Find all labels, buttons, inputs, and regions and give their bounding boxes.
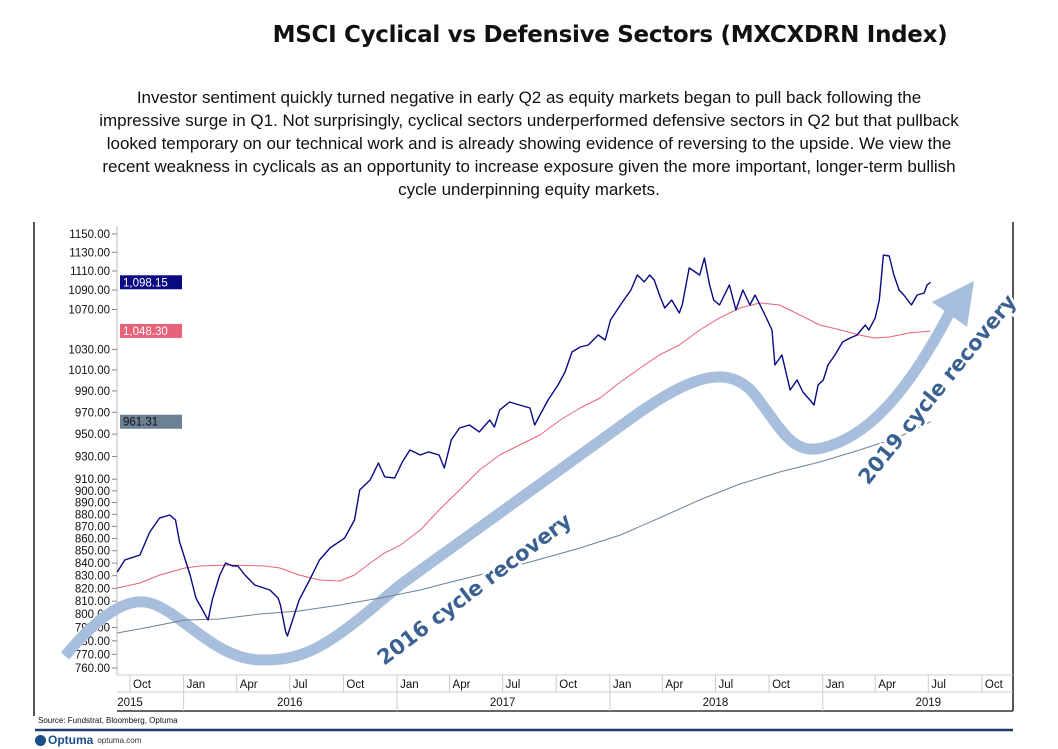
y-tick-label: 760.00	[75, 663, 110, 675]
x-month-label: Oct	[133, 679, 152, 691]
x-month-label: Oct	[985, 679, 1004, 691]
x-year-label: 2016	[277, 697, 303, 709]
optuma-logo-icon	[35, 734, 46, 746]
optuma-logo: Optuma optuma.com	[35, 733, 146, 747]
y-tick-label: 860.00	[75, 533, 110, 545]
series-line-ma_fast	[117, 302, 931, 589]
y-tick-label: 1090.00	[68, 285, 110, 297]
y-tick-label: 930.00	[75, 451, 110, 463]
last-value-badge-ma_fast	[120, 323, 182, 338]
y-tick-label: 1030.00	[68, 344, 110, 356]
series-line-ma_slow	[117, 421, 931, 634]
y-tick-label: 1010.00	[68, 365, 110, 377]
commentary-line: impressive surge in Q1. Not surprisingly…	[99, 111, 959, 130]
last-value-badge-price	[120, 275, 182, 290]
x-month-label: Jan	[400, 679, 419, 691]
y-tick-label: 870.00	[75, 521, 110, 533]
cycle-curve-path	[60, 309, 955, 666]
x-month-label: Apr	[878, 679, 896, 691]
y-tick-label: 900.00	[75, 486, 110, 498]
x-month-label: Oct	[559, 679, 578, 691]
last-value-label-ma_slow: 961.31	[123, 417, 158, 429]
x-month-label: Jul	[931, 679, 946, 691]
x-year-label: 2015	[117, 697, 143, 709]
y-tick-label: 910.00	[75, 474, 110, 486]
y-tick-label: 1150.00	[69, 229, 110, 241]
commentary-line: looked temporary on our technical work a…	[106, 134, 952, 153]
x-year-label: 2019	[915, 697, 941, 709]
y-tick-label: 880.00	[75, 509, 110, 521]
commentary-line: Investor sentiment quickly turned negati…	[136, 88, 922, 107]
commentary: Investor sentiment quickly turned negati…	[0, 86, 1058, 201]
x-month-label: Apr	[665, 679, 683, 691]
y-tick-label: 840.00	[75, 558, 110, 570]
cycle-arrowhead	[932, 281, 974, 327]
last-value-label-price: 1,098.15	[123, 277, 168, 289]
x-year-label: 2017	[490, 697, 516, 709]
x-month-label: Apr	[240, 679, 258, 691]
last-value-labels: 1,098.15 1,048.30 961.31	[120, 275, 182, 429]
x-month-label: Jan	[826, 679, 845, 691]
x-month-label: Jan	[613, 679, 632, 691]
y-tick-label: 890.00	[75, 498, 110, 510]
y-tick-label: 1110.00	[70, 266, 110, 278]
annotation-2019-cycle-recovery: 2019 cycle recovery	[853, 290, 1021, 489]
x-month-label: Jul	[506, 679, 521, 691]
y-tick-label: 810.00	[75, 596, 110, 608]
y-tick-label: 990.00	[75, 386, 110, 398]
chart-frame	[33, 222, 1014, 716]
x-month-label: Apr	[453, 679, 471, 691]
source-note: Source: Fundstrat, Bloomberg, Optuma	[38, 716, 178, 725]
commentary-line: recent weakness in cyclicals as an oppor…	[102, 157, 956, 176]
y-tick-label: 830.00	[75, 571, 110, 583]
x-month-label: Jan	[187, 679, 206, 691]
x-month-label: Oct	[772, 679, 791, 691]
y-tick-label: 950.00	[75, 429, 110, 441]
x-month-label: Jul	[718, 679, 733, 691]
series-line-price	[116, 254, 932, 637]
x-year-label: 2018	[703, 697, 729, 709]
y-tick-label: 850.00	[75, 546, 110, 558]
y-tick-label: 820.00	[75, 583, 110, 595]
last-value-badge-ma_slow	[120, 414, 182, 429]
y-tick-label: 1130.00	[69, 247, 110, 259]
x-month-label: Oct	[346, 679, 365, 691]
cycle-curve	[60, 281, 974, 666]
commentary-line: cycle underpinning equity markets.	[398, 180, 660, 199]
brand-url: optuma.com	[97, 735, 142, 745]
brand-name: Optuma	[48, 733, 94, 747]
x-month-label: Jul	[293, 679, 308, 691]
y-tick-label: 770.00	[75, 649, 110, 661]
x-axis-ticks: Oct Jan Apr Jul Oct Jan Apr Jul Oct Jan Apr Jul Oct J…	[117, 675, 1004, 711]
chart-title: MSCI Cyclical vs Defensive Sectors (MXCX…	[272, 22, 948, 48]
y-tick-label: 970.00	[75, 407, 110, 419]
last-value-label-ma_fast: 1,048.30	[123, 326, 168, 338]
series-lines	[116, 254, 932, 637]
y-tick-label: 1070.00	[68, 304, 110, 316]
